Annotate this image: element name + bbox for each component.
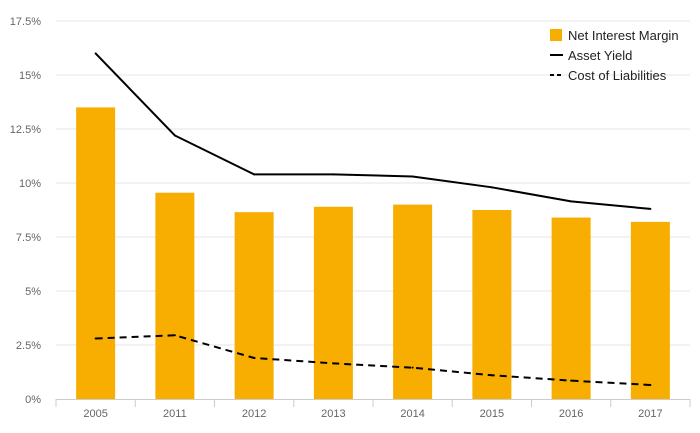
x-tick-label: 2012 bbox=[242, 408, 266, 420]
point-cost-of-liabilities bbox=[649, 383, 652, 386]
point-cost-of-liabilities bbox=[94, 337, 97, 340]
y-tick-label: 15% bbox=[19, 70, 41, 82]
x-tick-label: 2013 bbox=[321, 408, 345, 420]
x-tick-label: 2015 bbox=[480, 408, 504, 420]
point-asset-yield bbox=[94, 52, 97, 55]
bar-net-interest-margin bbox=[393, 204, 433, 399]
legend-label-net-interest-margin: Net Interest Margin bbox=[568, 28, 679, 43]
y-tick-label: 12.5% bbox=[10, 124, 41, 136]
bar-net-interest-margin bbox=[551, 217, 591, 399]
y-tick-label: 2.5% bbox=[16, 340, 41, 352]
point-cost-of-liabilities bbox=[570, 379, 573, 382]
bar-net-interest-margin bbox=[313, 206, 353, 399]
point-cost-of-liabilities bbox=[332, 362, 335, 365]
x-tick-label: 2014 bbox=[400, 408, 424, 420]
legend-label-cost-of-liabilities: Cost of Liabilities bbox=[568, 68, 667, 83]
point-asset-yield bbox=[332, 173, 335, 176]
legend: Net Interest Margin Asset Yield Cost of … bbox=[550, 28, 679, 83]
x-axis: 2005 2011 2012 2013 2014 2015 2016 2017 bbox=[55, 399, 691, 420]
bar-net-interest-margin bbox=[76, 107, 116, 400]
line-cost-of-liabilities bbox=[95, 334, 651, 386]
point-asset-yield bbox=[253, 173, 256, 176]
point-asset-yield bbox=[173, 134, 176, 137]
point-asset-yield bbox=[570, 200, 573, 203]
y-tick-label: 0% bbox=[25, 394, 41, 406]
x-tick-label: 2017 bbox=[638, 408, 662, 420]
point-cost-of-liabilities bbox=[253, 356, 256, 359]
y-tick-label: 7.5% bbox=[16, 232, 41, 244]
y-tick-label: 5% bbox=[25, 286, 41, 298]
y-axis-ticks: 0% 2.5% 5% 7.5% 10% 12.5% 15% 17.5% bbox=[10, 16, 41, 406]
bar-net-interest-margin bbox=[630, 221, 670, 399]
point-cost-of-liabilities bbox=[173, 334, 176, 337]
legend-label-asset-yield: Asset Yield bbox=[568, 48, 632, 63]
x-tick-label: 2011 bbox=[163, 408, 187, 420]
x-tick-label: 2005 bbox=[83, 408, 107, 420]
lines bbox=[94, 52, 652, 386]
point-cost-of-liabilities bbox=[411, 366, 414, 369]
line-asset-yield bbox=[94, 52, 651, 210]
point-asset-yield bbox=[490, 186, 493, 189]
legend-swatch-net-interest-margin bbox=[550, 29, 562, 41]
bar-net-interest-margin bbox=[155, 192, 195, 399]
y-tick-label: 10% bbox=[19, 178, 41, 190]
point-asset-yield bbox=[411, 175, 414, 178]
bar-net-interest-margin bbox=[234, 212, 274, 399]
point-asset-yield bbox=[649, 207, 652, 210]
bar-net-interest-margin bbox=[472, 210, 512, 399]
y-tick-label: 17.5% bbox=[10, 16, 41, 28]
x-tick-label: 2016 bbox=[559, 408, 583, 420]
point-cost-of-liabilities bbox=[490, 374, 493, 377]
bars bbox=[76, 107, 670, 400]
